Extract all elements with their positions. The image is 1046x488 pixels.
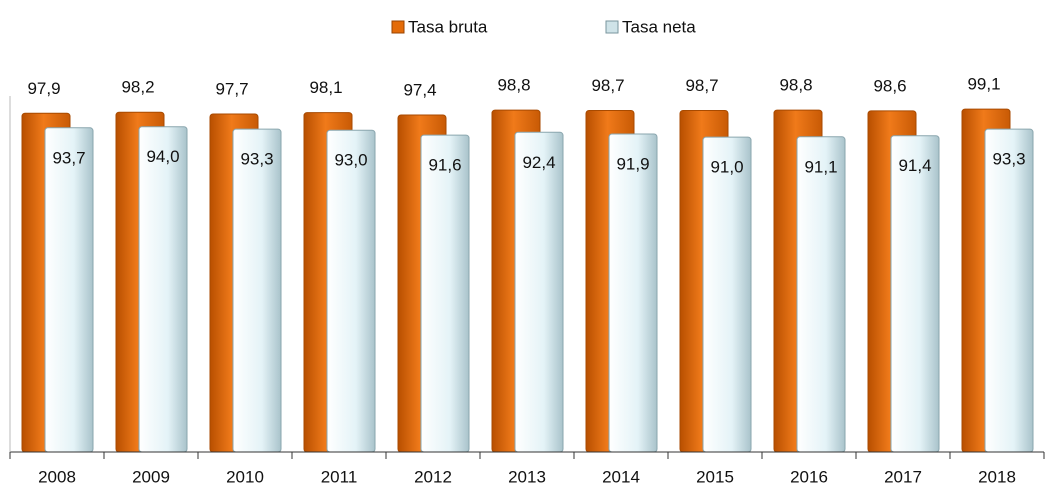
data-label: 91,6 xyxy=(428,156,461,175)
data-label: 98,8 xyxy=(779,76,812,95)
data-label: 98,7 xyxy=(685,76,718,95)
data-label: 97,9 xyxy=(27,79,60,98)
data-label: 94,0 xyxy=(146,147,179,166)
bar xyxy=(232,128,282,453)
data-label: 98,7 xyxy=(591,76,624,95)
data-label: 99,1 xyxy=(967,75,1000,94)
bar xyxy=(138,126,188,453)
bar xyxy=(890,135,940,453)
data-label: 92,4 xyxy=(522,153,555,172)
data-label: 98,1 xyxy=(309,78,342,97)
bar xyxy=(420,134,470,453)
bar xyxy=(984,128,1034,453)
bar xyxy=(796,136,846,453)
data-label: 91,9 xyxy=(616,155,649,174)
x-tick-label: 2013 xyxy=(508,467,546,486)
x-tick-label: 2017 xyxy=(884,467,922,486)
data-label: 93,3 xyxy=(992,150,1025,169)
x-tick-label: 2010 xyxy=(226,467,264,486)
legend-swatch xyxy=(391,20,405,34)
x-tick-label: 2018 xyxy=(978,467,1016,486)
data-label: 91,1 xyxy=(804,157,837,176)
x-tick-label: 2008 xyxy=(38,467,76,486)
x-tick-label: 2009 xyxy=(132,467,170,486)
bar xyxy=(514,131,564,453)
data-label: 98,2 xyxy=(121,78,154,97)
legend-label: Tasa neta xyxy=(622,17,696,36)
x-tick-label: 2012 xyxy=(414,467,452,486)
legend-swatch xyxy=(605,20,619,34)
x-tick-label: 2016 xyxy=(790,467,828,486)
data-label: 93,0 xyxy=(334,151,367,170)
bar xyxy=(44,127,94,453)
data-label: 98,8 xyxy=(497,76,530,95)
data-label: 91,4 xyxy=(898,156,931,175)
bar xyxy=(608,133,658,453)
data-label: 93,3 xyxy=(240,150,273,169)
bar xyxy=(326,129,376,453)
data-label: 91,0 xyxy=(710,158,743,177)
x-tick-label: 2015 xyxy=(696,467,734,486)
x-tick-label: 2011 xyxy=(321,467,358,486)
data-label: 97,4 xyxy=(403,80,436,99)
data-label: 98,6 xyxy=(873,76,906,95)
x-tick-label: 2014 xyxy=(602,467,640,486)
legend-label: Tasa bruta xyxy=(408,17,488,36)
data-label: 93,7 xyxy=(52,148,85,167)
bar xyxy=(702,136,752,453)
data-label: 97,7 xyxy=(215,79,248,98)
